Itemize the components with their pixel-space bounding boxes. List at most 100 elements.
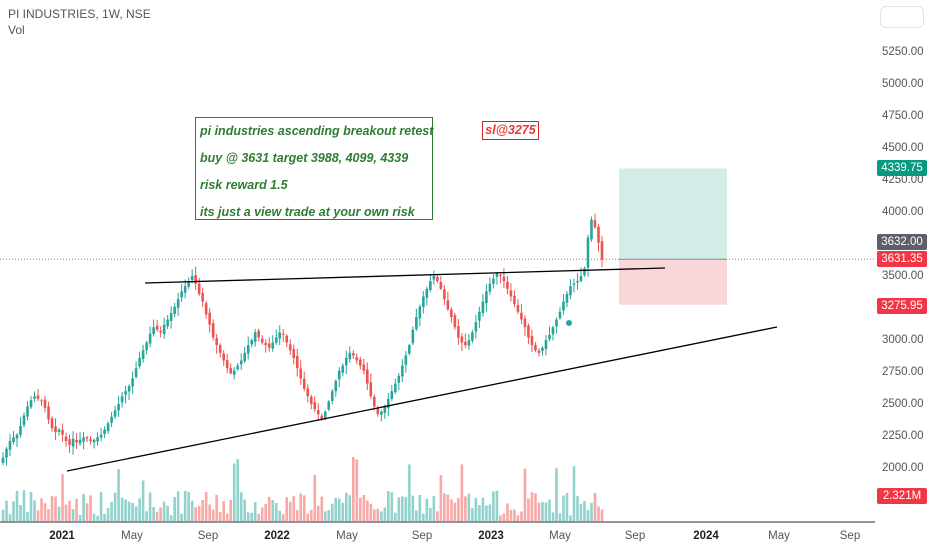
volume-bar <box>12 501 15 522</box>
top-right-button[interactable] <box>880 6 924 28</box>
volume-bar <box>380 511 383 522</box>
candle-body <box>285 336 288 343</box>
volume-bar <box>222 501 225 522</box>
volume-bar <box>184 491 187 522</box>
volume-bar <box>131 503 134 522</box>
candle-body <box>54 427 57 433</box>
stop-loss-note[interactable]: sl@3275 <box>482 121 539 140</box>
candle-body <box>240 360 243 364</box>
candle-body <box>40 400 43 401</box>
upper-trendline <box>145 268 665 283</box>
volume-bar <box>534 493 537 522</box>
candle-body <box>79 440 82 444</box>
candle-body <box>531 336 534 345</box>
volume-bar <box>173 497 176 522</box>
candle-body <box>313 402 316 409</box>
volume-bar <box>412 496 415 522</box>
volume-bar <box>205 492 208 522</box>
candle-body <box>496 273 499 276</box>
candle-body <box>331 391 334 401</box>
candle-body <box>352 353 355 355</box>
volume-bar <box>433 496 436 522</box>
candle-body <box>506 282 509 289</box>
candle-body <box>436 277 439 281</box>
volume-bar <box>285 497 288 522</box>
volume-bar <box>327 510 330 522</box>
volume-bar <box>156 512 159 522</box>
volume-bar <box>338 499 341 522</box>
candle-body <box>215 338 218 345</box>
volume-bar <box>278 511 281 522</box>
candle-body <box>229 368 232 373</box>
candle-body <box>110 417 113 423</box>
trade-note[interactable]: pi industries ascending breakout retest … <box>195 117 433 220</box>
volume-bar <box>114 493 117 522</box>
candle-body <box>282 334 285 335</box>
candle-body <box>348 353 351 359</box>
volume-bar <box>555 468 558 522</box>
candle-body <box>170 313 173 321</box>
volume-bar <box>2 510 5 522</box>
candle-body <box>555 320 558 327</box>
candle-body <box>149 334 152 344</box>
candle-body <box>566 294 569 303</box>
candle-body <box>184 286 187 293</box>
volume-bar <box>198 506 201 522</box>
volume-bar <box>26 512 29 522</box>
candle-body <box>545 340 548 349</box>
volume-bar <box>489 504 492 522</box>
volume-bar <box>569 516 572 522</box>
volume-bar <box>117 469 120 522</box>
volume-bar <box>247 512 250 522</box>
candle-body <box>82 437 85 441</box>
candle-body <box>205 303 208 314</box>
volume-bar <box>531 492 534 522</box>
candle-body <box>75 440 78 443</box>
volume-bar <box>324 511 327 522</box>
candle-body <box>415 317 418 329</box>
candle-body <box>524 319 527 328</box>
candle-body <box>492 279 495 284</box>
volume-bar <box>405 497 408 522</box>
candle-body <box>355 357 358 360</box>
candle-body <box>370 382 373 396</box>
volume-bar <box>520 511 523 522</box>
candle-body <box>429 281 432 290</box>
note-line-4: its just a view trade at your own risk <box>200 199 428 226</box>
candle-body <box>422 296 425 306</box>
candle-body <box>68 439 71 445</box>
volume-bar <box>191 501 194 522</box>
candle-body <box>26 407 29 417</box>
candle-body <box>520 313 523 320</box>
candle-body <box>475 322 478 331</box>
candle-body <box>142 350 145 359</box>
candle-body <box>468 340 471 346</box>
volume-bar <box>138 498 141 522</box>
candle-body <box>275 337 278 342</box>
candle-body <box>268 344 271 348</box>
volume-bar <box>597 506 600 522</box>
volume-bar <box>149 492 152 522</box>
volume-bar <box>552 512 555 522</box>
volume-bar <box>391 492 394 522</box>
volume-bar <box>527 498 530 522</box>
volume-bar <box>541 502 544 522</box>
time-tick-label: Sep <box>840 530 860 542</box>
volume-bar <box>229 500 232 522</box>
volume-bar <box>348 495 351 522</box>
volume-bar <box>159 507 162 522</box>
candle-body <box>226 360 229 368</box>
volume-bar <box>23 490 26 522</box>
candle-body <box>601 241 604 259</box>
volume-bar <box>436 511 439 522</box>
volume-bar <box>299 493 302 522</box>
volume-bar <box>587 510 590 522</box>
volume-bar <box>271 500 274 522</box>
candle-body <box>124 391 127 395</box>
candle-body <box>128 386 131 391</box>
volume-bar <box>103 514 106 522</box>
candle-body <box>19 426 22 435</box>
candle-body <box>86 437 89 438</box>
